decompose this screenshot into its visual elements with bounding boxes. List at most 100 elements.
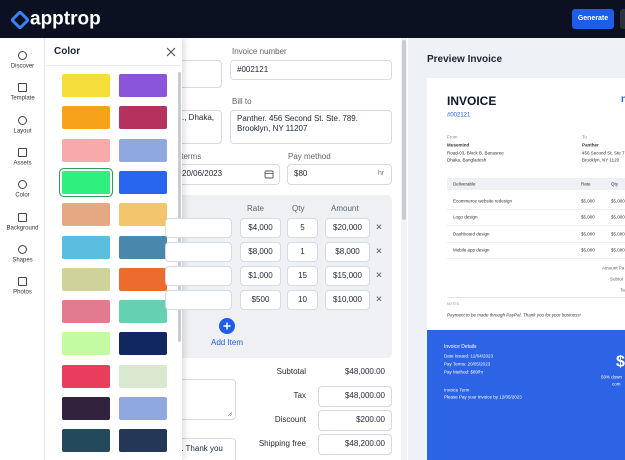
details-line: Please Pay your invoice by 12/05/2023 xyxy=(444,394,522,400)
color-swatch[interactable] xyxy=(119,267,167,291)
color-swatch[interactable] xyxy=(119,170,167,194)
color-swatch[interactable] xyxy=(60,168,112,196)
input[interactable] xyxy=(287,266,318,286)
sidebar-label[interactable]: Shapes xyxy=(12,257,33,264)
generate-button[interactable]: Generate xyxy=(572,9,614,29)
total-value: $48,000.00 xyxy=(344,367,385,377)
input[interactable] xyxy=(318,386,392,407)
input-value: al. Thank you xyxy=(175,444,223,454)
scrollbar-thumb[interactable] xyxy=(178,72,181,342)
add-item[interactable]: Add Item xyxy=(210,338,244,348)
sidebar-label[interactable]: Color xyxy=(15,192,30,199)
color-swatch[interactable] xyxy=(62,397,110,420)
from-name: Musemind xyxy=(447,142,470,148)
sidebar-icon[interactable] xyxy=(18,180,27,190)
color-swatch[interactable] xyxy=(62,300,110,324)
table-cell: $5,000 xyxy=(611,230,625,236)
calendar-icon[interactable] xyxy=(264,169,274,179)
input[interactable] xyxy=(240,290,281,310)
input[interactable] xyxy=(318,410,392,431)
color-swatch[interactable] xyxy=(62,106,110,130)
input-suffix: hr xyxy=(378,169,385,177)
menu-button[interactable] xyxy=(620,9,625,29)
input[interactable] xyxy=(287,242,318,262)
preview-title: Preview Invoice xyxy=(427,54,503,65)
input[interactable] xyxy=(318,434,392,455)
input[interactable] xyxy=(165,242,232,262)
input[interactable] xyxy=(165,266,232,286)
textarea[interactable] xyxy=(230,110,392,144)
details-line: 50% down xyxy=(601,374,623,380)
delete-button[interactable]: × xyxy=(375,269,383,282)
input[interactable] xyxy=(240,242,281,262)
color-swatch[interactable] xyxy=(119,106,167,130)
color-swatch[interactable] xyxy=(62,74,110,97)
column-header: Qty xyxy=(292,204,305,214)
color-swatch[interactable] xyxy=(119,364,167,388)
divider xyxy=(447,297,625,298)
table-cell: Dashboard design xyxy=(453,230,490,236)
sidebar-icon[interactable] xyxy=(18,147,27,157)
input[interactable] xyxy=(287,164,392,185)
input-value: 20/06/2023 xyxy=(182,169,223,179)
panel-title: Color xyxy=(54,46,81,57)
label: Bill to xyxy=(232,97,252,107)
close-button[interactable] xyxy=(166,47,176,57)
sidebar-label[interactable]: Template xyxy=(10,95,35,102)
sidebar-label[interactable]: Photos xyxy=(13,289,32,296)
color-swatch[interactable] xyxy=(119,300,167,324)
color-swatch[interactable] xyxy=(62,429,110,453)
color-swatch[interactable] xyxy=(119,235,167,259)
color-swatch[interactable] xyxy=(119,203,167,227)
summary-label: Amount Pa xyxy=(602,265,625,271)
color-swatch[interactable] xyxy=(62,235,110,259)
input[interactable] xyxy=(325,266,370,286)
sidebar-icon[interactable] xyxy=(18,115,27,125)
input[interactable] xyxy=(287,218,318,238)
delete-button[interactable]: × xyxy=(375,245,383,258)
color-swatch[interactable] xyxy=(119,138,167,162)
color-swatch[interactable] xyxy=(119,332,167,356)
input[interactable] xyxy=(325,218,370,238)
from-label: From xyxy=(447,134,458,140)
input[interactable] xyxy=(240,266,281,286)
input[interactable] xyxy=(165,290,232,310)
delete-button[interactable]: × xyxy=(375,293,383,306)
label: y terms xyxy=(175,152,202,162)
total-label: Discount xyxy=(274,415,306,425)
sidebar-label[interactable]: Assets xyxy=(13,160,32,167)
color-swatch[interactable] xyxy=(62,138,110,162)
sidebar-label[interactable]: Discover xyxy=(10,63,35,70)
sidebar-label[interactable]: Background xyxy=(6,224,39,231)
color-swatch[interactable] xyxy=(62,364,110,388)
sidebar-icon[interactable] xyxy=(18,277,27,287)
color-swatch[interactable] xyxy=(62,332,110,356)
color-swatch[interactable] xyxy=(119,397,167,420)
color-swatch[interactable] xyxy=(119,429,167,453)
input[interactable] xyxy=(287,290,318,310)
scrollbar-thumb[interactable] xyxy=(402,40,406,220)
input[interactable] xyxy=(240,218,281,238)
sidebar-icon[interactable] xyxy=(18,83,27,93)
sidebar-label[interactable]: Layout xyxy=(13,128,32,134)
add-item-icon[interactable] xyxy=(219,318,235,334)
sidebar-icon[interactable] xyxy=(18,212,27,222)
input[interactable] xyxy=(230,60,392,80)
label: Pay method xyxy=(288,152,331,162)
color-swatch[interactable] xyxy=(62,267,110,291)
notes: Payment to be made through PayPal. Thank… xyxy=(447,312,581,318)
sidebar-icon[interactable] xyxy=(18,244,27,254)
divider xyxy=(46,65,182,66)
input[interactable] xyxy=(325,290,370,310)
sidebar-icon[interactable] xyxy=(18,51,27,60)
details-line: Date Issued: 12/04/2023 xyxy=(444,353,494,359)
input[interactable] xyxy=(165,218,232,238)
delete-button[interactable]: × xyxy=(375,221,383,234)
to-line: 456 Second St. Ste 7 xyxy=(582,150,625,156)
color-swatch[interactable] xyxy=(62,203,110,227)
color-swatch[interactable] xyxy=(119,74,167,97)
invoice-brand: n xyxy=(621,94,625,105)
row-divider xyxy=(447,257,625,259)
total-label: Subtotal xyxy=(276,367,306,377)
input[interactable] xyxy=(325,242,370,262)
